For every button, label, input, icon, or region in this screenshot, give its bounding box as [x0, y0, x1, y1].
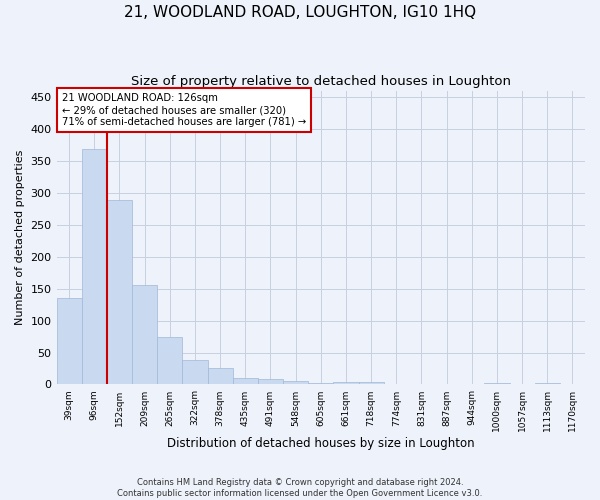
Title: Size of property relative to detached houses in Loughton: Size of property relative to detached ho… [131, 75, 511, 88]
Bar [535, 382, 560, 384]
Bar [157, 336, 182, 384]
Bar [233, 378, 258, 384]
Bar [359, 382, 383, 384]
X-axis label: Distribution of detached houses by size in Loughton: Distribution of detached houses by size … [167, 437, 475, 450]
Bar [56, 298, 82, 384]
Text: 21 WOODLAND ROAD: 126sqm
← 29% of detached houses are smaller (320)
71% of semi-: 21 WOODLAND ROAD: 126sqm ← 29% of detach… [62, 94, 306, 126]
Bar [208, 368, 233, 384]
Bar [334, 382, 359, 384]
Text: 21, WOODLAND ROAD, LOUGHTON, IG10 1HQ: 21, WOODLAND ROAD, LOUGHTON, IG10 1HQ [124, 5, 476, 20]
Bar [182, 360, 208, 384]
Bar [107, 200, 132, 384]
Bar [283, 380, 308, 384]
Bar [82, 148, 107, 384]
Bar [484, 382, 509, 384]
Y-axis label: Number of detached properties: Number of detached properties [15, 150, 25, 325]
Bar [258, 380, 283, 384]
Bar [308, 382, 334, 384]
Bar [132, 286, 157, 384]
Text: Contains HM Land Registry data © Crown copyright and database right 2024.
Contai: Contains HM Land Registry data © Crown c… [118, 478, 482, 498]
